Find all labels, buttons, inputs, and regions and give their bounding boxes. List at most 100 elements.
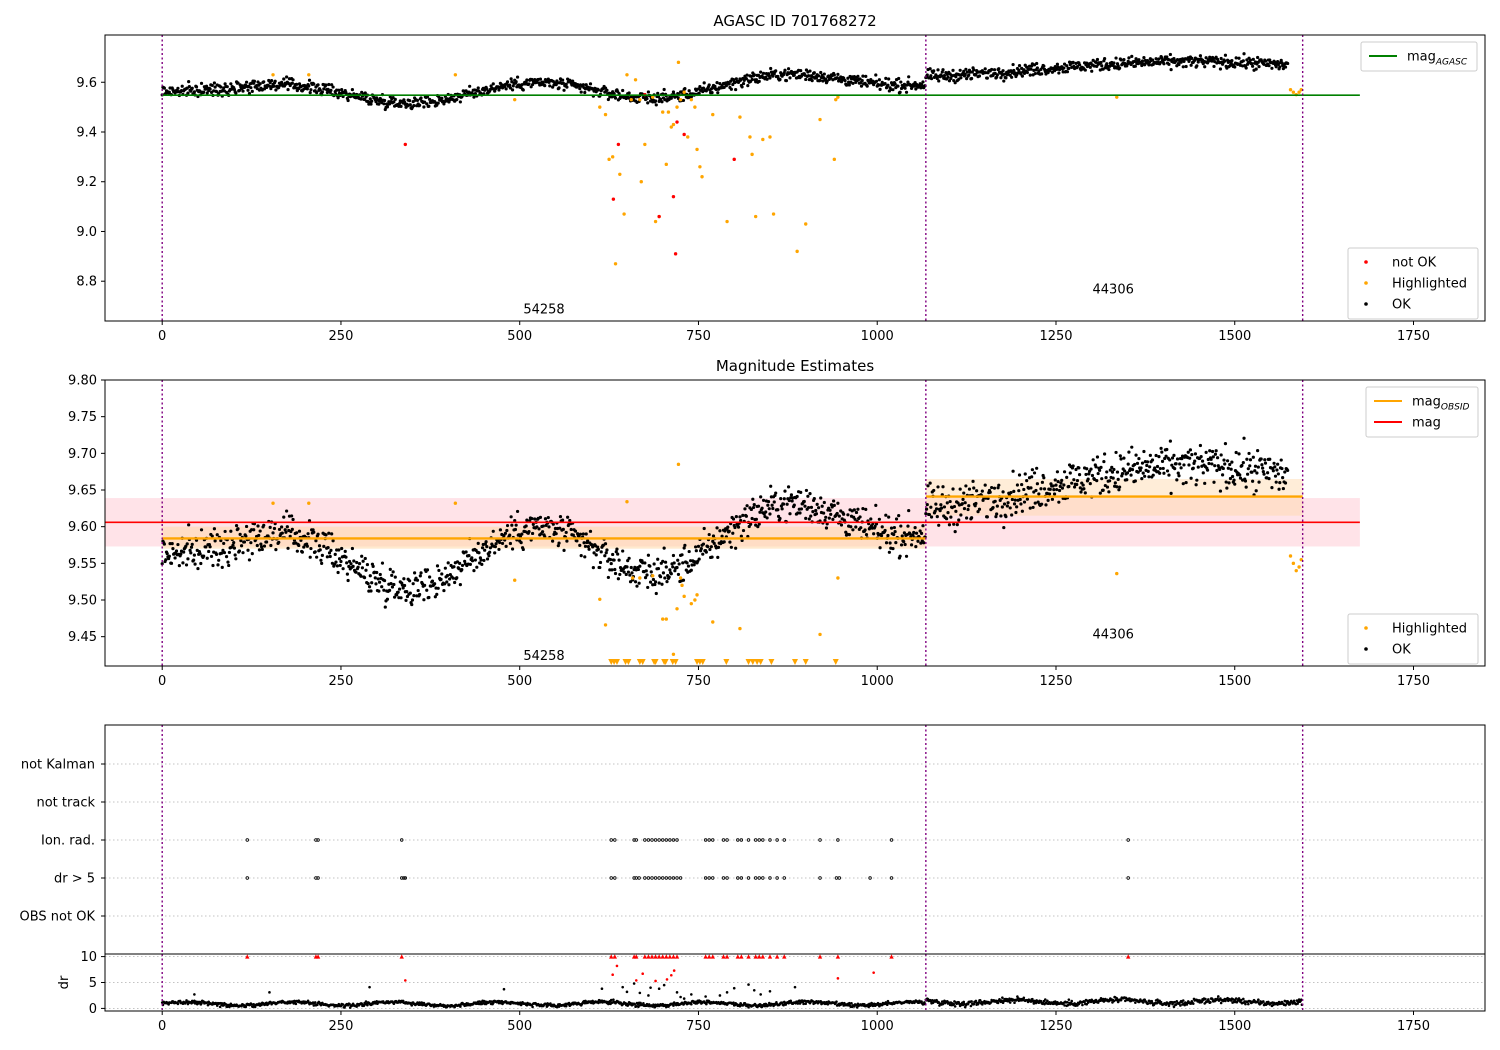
ok-point [477,551,481,555]
ok-point [378,572,382,577]
ok-point [1234,56,1238,60]
ok-point [745,504,749,508]
ok-point [912,530,916,535]
ok-point [387,588,392,592]
ok-point [697,91,701,95]
ok-point [992,68,997,72]
dr-point [609,998,613,1002]
ok-point [983,483,987,487]
flag-marker [653,876,658,880]
highlighted-point [680,583,684,588]
ok-point [661,559,665,563]
ok-point [825,522,829,526]
ok-point [167,554,171,558]
flag-marker [402,876,406,880]
ok-point [904,90,909,94]
ok-point [786,67,791,71]
ok-point [365,562,370,567]
dr-point [1156,998,1159,1002]
ok-point [837,514,841,518]
ok-point [809,505,814,509]
highlighted-point [832,157,837,162]
ok-point [658,575,663,579]
x-tick-label: 750 [686,674,711,689]
ok-point [247,91,252,96]
ok-point [1211,455,1215,459]
ok-point [1147,63,1151,67]
ok-point [1263,458,1267,462]
ok-point [1222,458,1226,462]
ok-point [1274,480,1278,484]
highlighted-point [622,212,626,216]
ok-point [1218,67,1223,71]
dr-point [366,1003,369,1007]
ok-point [878,546,882,550]
flag-marker [613,876,617,880]
ok-point [344,555,348,559]
ok-point [551,539,555,543]
ok-point [675,565,679,570]
ok-point [411,582,415,586]
ok-point [382,578,387,583]
ok-point [199,81,204,85]
ok-point [630,571,634,575]
flag-marker [609,876,613,880]
highlighted-point [1297,90,1301,94]
ok-point [701,552,705,556]
ok-point [1255,471,1259,475]
ok-point [412,104,416,108]
ok-point [165,551,169,556]
flag-marker [671,838,676,842]
ok-point [827,516,831,520]
ok-point [1044,503,1048,507]
ok-point [1030,475,1034,479]
ok-point [285,75,289,79]
ok-point [524,524,528,528]
ok-point [626,570,630,574]
ok-point [740,85,744,89]
ok-point [548,84,552,88]
ok-point [822,72,826,76]
ok-point [1017,473,1022,477]
ok-point [1207,461,1211,466]
ok-point [613,571,618,576]
ok-point [371,564,375,568]
ok-point [713,84,717,88]
ok-point [557,86,561,90]
ok-point [710,90,714,95]
ok-point [739,518,743,523]
ok-point [329,88,333,92]
ok-point [818,78,822,82]
ok-point [697,557,701,561]
ok-point [584,83,588,87]
dr-point [1242,997,1245,1001]
ok-point [223,529,227,534]
ok-point [1059,481,1063,485]
ok-point [1188,448,1193,452]
dr-point [1219,1001,1223,1005]
ok-point [1055,470,1060,474]
ok-point [1181,65,1185,69]
ok-point [1130,54,1134,58]
ok-point [897,514,901,518]
ok-point [1028,506,1032,510]
ok-point [1196,60,1200,64]
ok-point [772,500,776,504]
ok-point [803,504,807,508]
ok-point [681,561,685,565]
ok-point [1209,457,1213,461]
ok-point [268,525,272,529]
ok-point [685,561,689,565]
ok-point [825,79,829,83]
clipped-highlight-marker [745,659,752,665]
ok-point [865,84,869,88]
ok-point [1025,479,1029,483]
ok-point [646,101,650,105]
ok-point [1254,489,1258,493]
ok-point [1241,59,1245,63]
ok-point [1162,471,1166,475]
ok-point [1154,57,1158,61]
ok-point [596,547,600,551]
dr-point [591,999,594,1003]
ok-point [906,80,910,84]
